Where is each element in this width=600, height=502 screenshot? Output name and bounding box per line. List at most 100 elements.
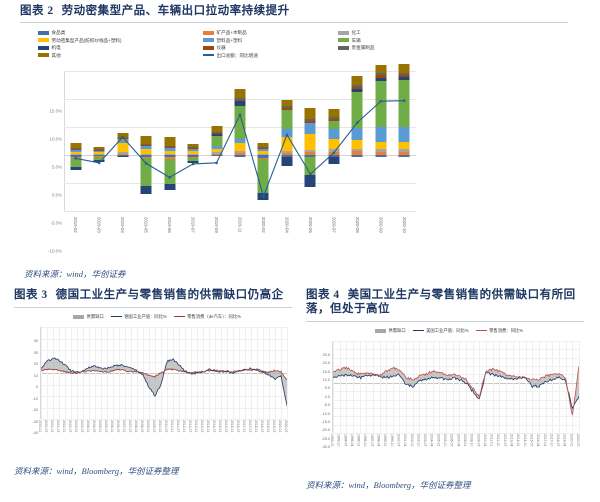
bar-segment	[375, 64, 387, 74]
bar-segment	[351, 89, 363, 92]
figure-2-x-axis: 2019-02 2019-03 2019-04 2019-05 2019-06 2019-…	[64, 215, 416, 245]
y-tick-label: 10.0	[322, 378, 330, 383]
bar-segment	[304, 157, 316, 176]
x-tick-label: 2012-07	[188, 420, 192, 433]
gridline	[64, 211, 416, 212]
vertical-gridline	[185, 327, 186, 419]
bar-segment	[304, 155, 316, 158]
bar-segment	[93, 150, 105, 153]
bar-segment	[398, 74, 410, 78]
legend-item-label: 矿产品+木制品	[216, 30, 247, 35]
bar-segment	[140, 156, 152, 159]
bar-segment	[257, 142, 269, 148]
x-tick-label: 2016-04	[536, 434, 541, 447]
bar-segment	[117, 143, 129, 153]
legend-item: 化工	[338, 29, 361, 36]
legend-row: 其他 出口总额：同比增速	[38, 52, 438, 60]
x-tick-label: 2003-07	[80, 420, 84, 433]
bar-segment	[281, 152, 293, 155]
figure-3-y-axis: 40 30 20 10 0 -10 -20 -30 -40	[14, 327, 40, 435]
x-tick-label: 2019-04	[120, 217, 126, 233]
y-tick-label: -25.0	[321, 436, 330, 441]
legend-item-label: 零售消费：同比%	[489, 328, 524, 333]
bar-segment	[281, 155, 293, 157]
legend-color-swatch	[203, 45, 214, 50]
legend-item-label: 出口总额：同比增速	[216, 52, 258, 58]
vertical-gridline	[155, 327, 156, 419]
bar-segment	[187, 153, 199, 155]
x-tick-label: 1999-10	[389, 434, 394, 447]
bar-segment	[351, 148, 363, 152]
legend-color-swatch	[338, 30, 349, 35]
x-tick-label: 2019-07	[190, 217, 196, 233]
x-tick-label: 2020-01	[569, 434, 574, 447]
bar-segment	[281, 151, 293, 153]
vertical-gridline	[245, 327, 246, 419]
x-tick-label: 2010-04	[482, 434, 487, 447]
stacked-bar	[281, 71, 293, 211]
legend-item: 出口总额：同比增速	[203, 52, 258, 59]
vertical-gridline	[107, 327, 108, 419]
vertical-gridline	[239, 327, 240, 419]
gridline	[333, 433, 579, 434]
x-tick-label: 1993-01	[330, 434, 334, 447]
x-tick-label: 2013-04	[509, 434, 514, 447]
gridline	[64, 183, 416, 184]
bar-segment	[234, 101, 246, 107]
figure-3-block: 图表 3 德国工业生产与零售销售的供需缺口仍高企 供需缺口 德国工业产值：同比% 零售…	[14, 288, 294, 477]
figure-4-legend: 供需缺口 美国工业产值：同比% 零售消费：同比%	[314, 327, 584, 334]
x-tick-label: 2020-10	[401, 217, 407, 233]
y-tick-label: 20	[33, 362, 38, 366]
bar-segment	[281, 156, 293, 166]
bar-segment	[211, 152, 223, 154]
figure-3-x-axis: 2000-01 2000-07 2001-01 2001-07 2002-01 2002-…	[38, 419, 288, 443]
vertical-gridline	[215, 327, 216, 419]
stacked-bar	[93, 71, 105, 211]
x-tick-label: 2020-07	[331, 217, 337, 233]
figure-4-label: 图表 4	[306, 289, 340, 301]
bar-segment	[117, 133, 129, 137]
legend-item: 供需缺口	[73, 313, 104, 320]
legend-color-swatch	[203, 30, 214, 35]
x-tick-label: 2002-10	[416, 434, 421, 447]
x-tick-label: 2019-05	[143, 217, 149, 233]
x-tick-label: 2018-07	[260, 420, 264, 433]
bar-segment	[187, 156, 199, 158]
vertical-gridline	[446, 341, 448, 433]
gridline	[333, 357, 579, 359]
vertical-gridline	[505, 341, 507, 433]
y-tick-label: -20.0	[321, 428, 330, 433]
figure-4-x-axis: 1993-01 1993-10 1994-07 1995-04 1996-01 1996-…	[330, 433, 580, 457]
gridline	[333, 391, 579, 393]
bar-segment	[140, 144, 152, 147]
x-tick-label: 2017-07	[248, 420, 252, 433]
bar-segment	[375, 73, 387, 76]
bar-segment	[398, 141, 410, 150]
bar-segment	[93, 157, 105, 161]
legend-item: 贵金属制品	[338, 44, 374, 51]
vertical-gridline	[572, 341, 574, 433]
legend-item: 零售消费：同比%	[475, 327, 524, 334]
y-tick-label: -30	[32, 419, 39, 424]
vertical-gridline	[485, 341, 487, 433]
vertical-gridline	[352, 341, 354, 433]
vertical-gridline	[47, 327, 48, 419]
x-tick-label: 2015-07	[529, 434, 534, 447]
x-tick-label: 2020-02	[260, 217, 266, 233]
figure-4-divider	[306, 321, 584, 322]
bar-segment	[375, 149, 387, 152]
bar-segment	[234, 99, 246, 102]
vertical-gridline	[565, 341, 567, 433]
x-tick-label: 1996-01	[356, 434, 361, 447]
bar-segment	[281, 107, 293, 110]
x-tick-label: 2011-01	[489, 434, 494, 447]
x-tick-label: 2005-01	[98, 420, 102, 433]
vertical-gridline	[346, 341, 348, 433]
x-tick-label: 2000-07	[44, 420, 48, 433]
bar-segment	[304, 152, 316, 155]
x-tick-label: 1998-04	[376, 434, 381, 447]
vertical-gridline	[426, 341, 428, 433]
x-tick-label: 2010-07	[164, 420, 168, 433]
figure-4-chart: 供需缺口 美国工业产值：同比% 零售消费：同比% 25.0 20.0 15.0 10.0 5…	[306, 327, 584, 457]
bar-segment	[398, 151, 410, 155]
